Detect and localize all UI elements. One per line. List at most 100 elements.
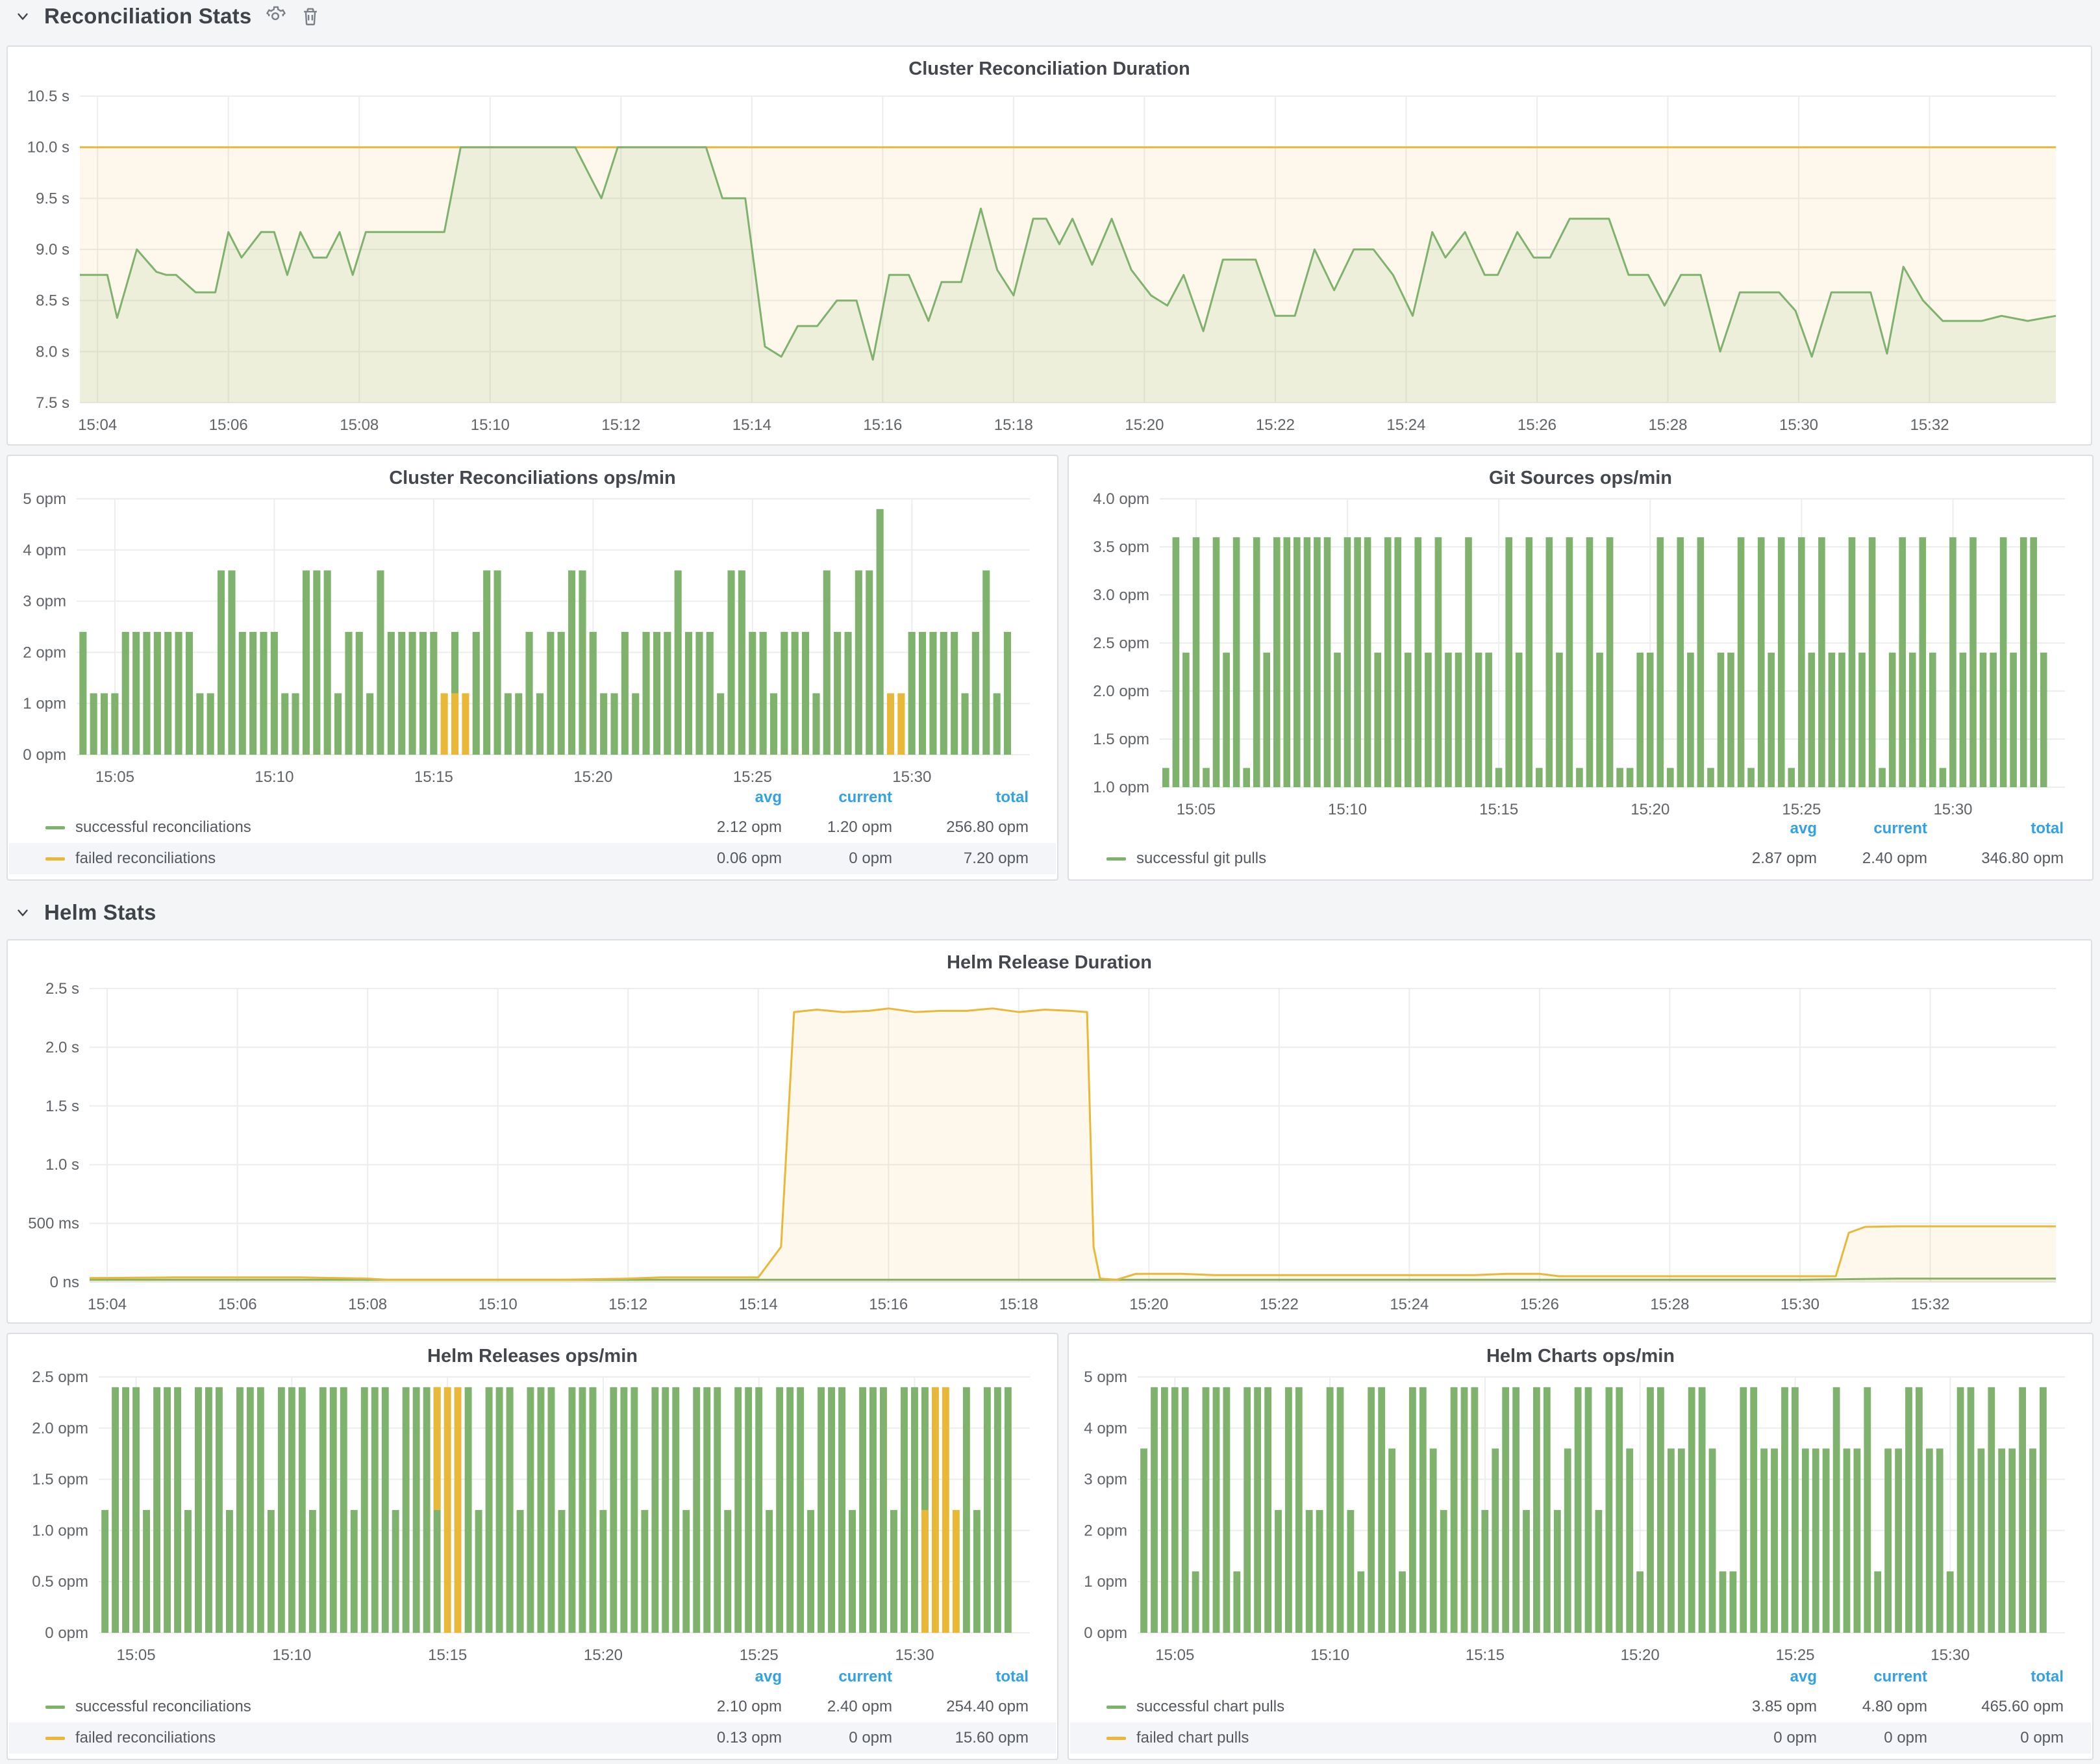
legend-header: avg current total [1070,814,2091,843]
svg-text:15:20: 15:20 [1129,1296,1168,1313]
svg-text:7.5 s: 7.5 s [36,394,69,412]
legend: avg current total successful reconciliat… [9,1663,1056,1754]
svg-text:15:30: 15:30 [892,768,931,786]
legend-header-total[interactable]: total [995,1668,1029,1685]
legend-header-current[interactable]: current [838,788,892,806]
svg-text:15:22: 15:22 [1260,1296,1299,1313]
series-label[interactable]: failed reconciliations [75,1729,216,1746]
panel-title[interactable]: Helm Release Duration [947,952,1152,973]
svg-text:15:26: 15:26 [1520,1296,1559,1313]
trash-icon[interactable] [299,5,321,27]
svg-text:15:28: 15:28 [1650,1296,1689,1313]
series-label[interactable]: successful reconciliations [75,818,251,836]
svg-text:1.5 opm: 1.5 opm [1093,731,1149,748]
section-title: Reconciliation Stats [44,4,252,28]
total-value: 15.60 opm [955,1729,1029,1746]
legend-header: avg current total [9,1663,1056,1691]
legend-header-total[interactable]: total [2031,820,2064,837]
section-reconciliation-stats[interactable]: Reconciliation Stats [14,4,321,29]
panel-title[interactable]: Helm Releases ops/min [427,1346,638,1367]
cluster-reconciliation-duration-chart[interactable]: 7.5 s 8.0 s 8.5 s 9.0 s 9.5 s 10.0 s 10.5 s 15:… [12,84,2087,440]
svg-text:500 ms: 500 ms [28,1215,79,1233]
legend-header-avg[interactable]: avg [1790,1668,1817,1685]
panel-helm-release-duration: Helm Release Duration 0 ns 500 ms 1.0 s 1.5… [6,939,2092,1324]
svg-text:15:25: 15:25 [1775,1646,1814,1664]
svg-text:15:25: 15:25 [1782,801,1821,818]
cluster-reconciliations-chart[interactable]: 0 opm 1 opm 2 opm 3 opm 4 opm 5 opm 15:05 15:10… [12,490,1053,792]
svg-text:15:06: 15:06 [209,416,248,434]
svg-text:15:10: 15:10 [255,768,294,786]
section-title: Helm Stats [44,900,156,924]
svg-text:15:32: 15:32 [1910,416,1949,434]
legend-header-current[interactable]: current [1873,820,1927,837]
svg-text:15:12: 15:12 [608,1296,647,1313]
panel-cluster-reconciliations-opm: Cluster Reconciliations ops/min 0 opm 1 o… [6,455,1058,881]
svg-text:2.0 opm: 2.0 opm [1093,683,1149,700]
legend-header-total[interactable]: total [2031,1668,2064,1685]
helm-releases-chart[interactable]: 0 opm 0.5 opm 1.0 opm 1.5 opm 2.0 opm 2.5 opm… [12,1368,1053,1670]
svg-text:2.5 opm: 2.5 opm [32,1368,88,1386]
legend-row-successful: successful reconciliations 2.10 opm 2.40… [9,1691,1056,1722]
current-value: 0 opm [849,850,892,867]
svg-text:3.0 opm: 3.0 opm [1093,586,1149,604]
legend-row-successful: successful git pulls 2.87 opm 2.40 opm 3… [1070,843,2091,874]
series-label[interactable]: successful git pulls [1136,850,1267,867]
svg-text:15:08: 15:08 [340,416,379,434]
legend-header-avg[interactable]: avg [1790,820,1817,837]
svg-text:15:30: 15:30 [895,1646,934,1664]
series-dash-green [45,1705,65,1709]
series-dash-green [45,825,65,829]
svg-text:15:12: 15:12 [601,416,640,434]
svg-text:2.5 opm: 2.5 opm [1093,635,1149,652]
legend-header-current[interactable]: current [838,1668,892,1685]
svg-text:3 opm: 3 opm [23,593,66,611]
legend-header-avg[interactable]: avg [755,788,782,806]
svg-text:2 opm: 2 opm [23,644,66,661]
svg-text:0 ns: 0 ns [50,1274,79,1291]
svg-text:15:10: 15:10 [1328,801,1367,818]
panel-title[interactable]: Cluster Reconciliations ops/min [389,468,676,488]
series-label[interactable]: failed chart pulls [1136,1729,1249,1746]
svg-text:4 opm: 4 opm [1084,1420,1127,1437]
panel-helm-charts-opm: Helm Charts ops/min 0 opm 1 opm 2 opm 3 opm… [1068,1333,2094,1760]
svg-text:15:16: 15:16 [863,416,902,434]
legend-header-avg[interactable]: avg [755,1668,782,1685]
current-value: 0 opm [849,1729,892,1746]
avg-value: 0.06 opm [716,850,782,867]
section-helm-stats[interactable]: Helm Stats [14,900,156,925]
legend: avg current total successful reconciliat… [9,783,1056,874]
svg-text:15:14: 15:14 [732,416,771,434]
total-value: 0 opm [2020,1729,2064,1746]
total-value: 254.40 opm [946,1698,1029,1715]
svg-text:1.0 opm: 1.0 opm [1093,779,1149,796]
legend-header-total[interactable]: total [995,788,1029,806]
series-label[interactable]: successful chart pulls [1136,1698,1285,1715]
svg-text:15:15: 15:15 [1466,1646,1505,1664]
panel-title[interactable]: Git Sources ops/min [1489,468,1672,488]
legend-header-current[interactable]: current [1873,1668,1927,1685]
git-sources-chart[interactable]: 1.0 opm 1.5 opm 2.0 opm 2.5 opm 3.0 opm 3.5 o… [1073,490,2088,825]
svg-text:8.0 s: 8.0 s [36,343,69,360]
helm-release-duration-chart[interactable]: 0 ns 500 ms 1.0 s 1.5 s 2.0 s 2.5 s 15:04 15:06… [12,977,2087,1320]
avg-value: 2.87 opm [1751,850,1817,867]
svg-text:10.0 s: 10.0 s [27,139,69,157]
helm-charts-chart[interactable]: 0 opm 1 opm 2 opm 3 opm 4 opm 5 opm 15:05 15:10… [1073,1368,2088,1670]
svg-text:0 opm: 0 opm [45,1624,88,1642]
chevron-down-icon [18,13,28,20]
legend-header: avg current total [1070,1663,2091,1691]
svg-text:0 opm: 0 opm [23,746,66,764]
svg-text:8.5 s: 8.5 s [36,292,69,310]
total-value: 346.80 opm [1981,850,2064,867]
svg-text:15:30: 15:30 [1779,416,1818,434]
gear-icon[interactable] [264,5,286,27]
avg-value: 2.10 opm [716,1698,782,1715]
series-dash-orange [1106,1736,1126,1740]
panel-title[interactable]: Helm Charts ops/min [1486,1346,1675,1367]
current-value: 4.80 opm [1862,1698,1927,1715]
svg-text:4 opm: 4 opm [23,542,66,559]
series-label[interactable]: failed reconciliations [75,850,216,867]
series-label[interactable]: successful reconciliations [75,1698,251,1715]
panel-title[interactable]: Cluster Reconciliation Duration [908,58,1190,79]
svg-text:15:10: 15:10 [471,416,510,434]
svg-text:1.0 s: 1.0 s [45,1156,79,1174]
